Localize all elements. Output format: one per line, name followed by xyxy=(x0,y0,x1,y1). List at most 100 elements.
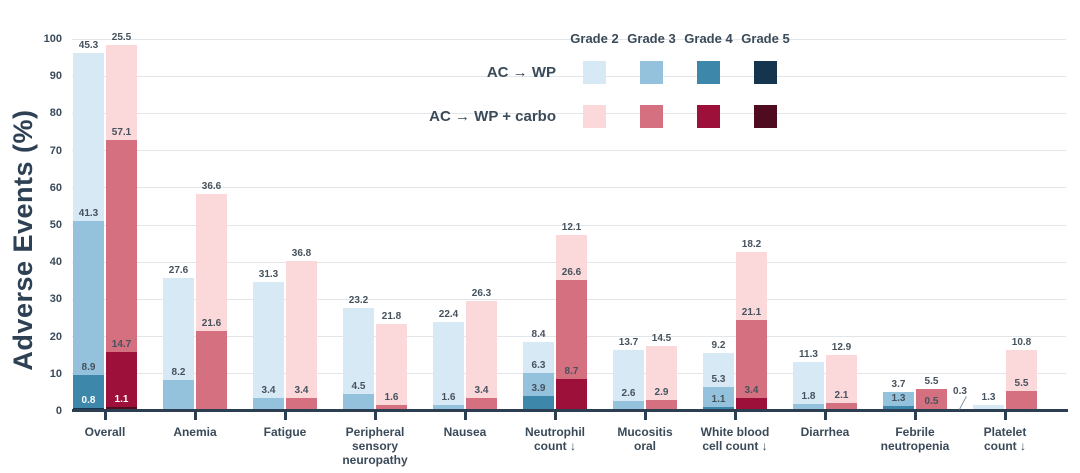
value-label-wp-cat7-g4: 1.1 xyxy=(711,393,726,405)
value-label-wp-cat10-g2: 1.3 xyxy=(981,392,996,404)
value-label-wp-cat7-g2: 9.2 xyxy=(711,339,726,351)
bar-segment-wp-cat1-g2 xyxy=(163,277,194,381)
bar-segment-wp-cat5-g3 xyxy=(523,373,554,397)
value-label-wp-cat0-g3: 41.3 xyxy=(78,208,99,220)
value-label-carbo-cat1-g3: 21.6 xyxy=(201,317,222,329)
bar-segment-wp-cat10-g2 xyxy=(973,405,1004,410)
value-label-wp-cat3-g3: 4.5 xyxy=(351,381,366,393)
value-label-carbo-cat9-g4: 0.5 xyxy=(924,396,939,408)
legend-arm-label-carbo: AC → WP + carbo xyxy=(429,107,556,125)
legend-swatch-wp-g5 xyxy=(754,60,777,84)
x-axis-category-label: White blood cell count ↓ xyxy=(700,425,770,453)
x-axis-category-label: Diarrhea xyxy=(800,425,850,439)
bar-segment-wp-cat8-g3 xyxy=(793,404,824,411)
value-label-carbo-cat9-g3: 5.5 xyxy=(924,375,939,387)
bar-segment-carbo-cat5-g4 xyxy=(556,378,587,411)
bar-segment-wp-cat2-g3 xyxy=(253,398,284,411)
bar-segment-carbo-cat1-g2 xyxy=(196,194,227,331)
bar-segment-wp-cat4-g3 xyxy=(433,405,464,411)
bar-segment-carbo-cat8-g2 xyxy=(826,355,857,404)
legend-swatch-cell xyxy=(566,94,623,138)
bar-segment-wp-cat2-g2 xyxy=(253,281,284,399)
x-axis-category-label: Platelet count ↓ xyxy=(983,425,1027,453)
y-axis-title: Adverse Events (%) xyxy=(8,109,38,371)
value-label-carbo-cat0-g2: 25.5 xyxy=(111,31,132,43)
legend-spacer xyxy=(418,28,566,50)
x-axis-tick xyxy=(103,411,107,420)
legend-swatch-cell xyxy=(680,94,737,138)
x-axis-tick xyxy=(373,411,377,420)
x-axis-tick xyxy=(463,411,467,420)
value-label-carbo-cat7-g3: 21.1 xyxy=(741,306,762,318)
value-label-carbo-cat8-g2: 12.9 xyxy=(831,342,852,354)
x-axis-tick xyxy=(193,411,197,420)
x-axis-category-label: Fatigue xyxy=(263,425,307,439)
bar-segment-carbo-cat10-g3 xyxy=(1006,390,1037,411)
legend-swatch-cell xyxy=(680,50,737,94)
bar-segment-wp-cat5-g4 xyxy=(523,396,554,411)
bar-segment-carbo-cat0-g4 xyxy=(106,352,137,407)
value-label-carbo-cat5-g2: 12.1 xyxy=(561,221,582,233)
legend: Grade 2 Grade 3 Grade 4 Grade 5 AC → WP AC → … xyxy=(418,28,794,138)
bar-segment-carbo-cat10-g2 xyxy=(1006,350,1037,391)
legend-swatch-carbo-g2 xyxy=(583,104,606,128)
value-label-wp-cat6-g2: 13.7 xyxy=(618,337,639,349)
value-label-carbo-cat7-g4: 3.4 xyxy=(744,385,759,397)
legend-swatch-wp-g4 xyxy=(697,60,720,84)
value-label-wp-cat5-g4: 3.9 xyxy=(531,383,546,395)
value-label-wp-cat5-g3: 6.3 xyxy=(531,360,546,372)
bar-segment-wp-cat3-g3 xyxy=(343,394,374,411)
value-label-wp-cat4-g2: 22.4 xyxy=(438,308,459,320)
bar-segment-carbo-cat2-g2 xyxy=(286,261,317,399)
legend-swatch-carbo-g4 xyxy=(697,104,720,128)
y-axis-tick-label: 90 xyxy=(49,70,62,83)
bar-segment-carbo-cat2-g3 xyxy=(286,398,317,411)
value-label-wp-cat2-g2: 31.3 xyxy=(258,268,279,280)
value-label-carbo-cat5-g3: 26.6 xyxy=(561,266,582,278)
y-axis-tick-label: 50 xyxy=(49,219,62,231)
x-axis-tick xyxy=(913,411,917,420)
bar-segment-wp-cat9-g4 xyxy=(883,406,914,411)
legend-swatch-cell xyxy=(623,50,680,94)
legend-grade-header-g5: Grade 5 xyxy=(741,31,790,46)
x-axis-tick xyxy=(823,411,827,420)
x-axis-category-label: Nausea xyxy=(443,425,487,439)
bar-segment-wp-cat6-g3 xyxy=(613,401,644,411)
y-axis-tick-label: 0 xyxy=(55,405,62,417)
value-label-wp-cat4-g3: 1.6 xyxy=(441,392,456,404)
bar-segment-wp-cat5-g2 xyxy=(523,341,554,374)
bar-segment-wp-cat0-g3 xyxy=(73,221,104,375)
value-label-wp-cat9-g3: 3.7 xyxy=(891,379,906,391)
value-label-carbo-cat4-g3: 3.4 xyxy=(474,385,489,397)
x-axis-category-label: Peripheral sensory neuropathy xyxy=(342,425,408,467)
gridline xyxy=(72,150,1066,152)
gridline xyxy=(72,75,1066,77)
value-label-carbo-cat0-g5: 1.1 xyxy=(114,393,129,405)
bar-segment-carbo-cat7-g3 xyxy=(736,319,767,399)
value-label-wp-cat5-g2: 8.4 xyxy=(531,328,546,340)
x-axis-category-label: Mucositis oral xyxy=(617,425,673,453)
legend-swatch-cell xyxy=(623,94,680,138)
bar-segment-carbo-cat5-g3 xyxy=(556,279,587,379)
value-label-carbo-cat6-g3: 2.9 xyxy=(654,387,669,399)
bar-segment-wp-cat0-g4 xyxy=(73,374,104,408)
bar-segment-carbo-cat9-g3 xyxy=(916,388,947,410)
value-label-wp-cat7-g3: 5.3 xyxy=(711,374,726,386)
legend-swatch-carbo-g5 xyxy=(754,104,777,128)
value-label-carbo-cat2-g2: 36.8 xyxy=(291,248,312,260)
legend-swatch-wp-g3 xyxy=(640,60,663,84)
y-axis-tick-label: 20 xyxy=(49,330,62,343)
bar-segment-wp-cat3-g2 xyxy=(343,307,374,395)
x-axis-category-label: Overall xyxy=(84,425,126,439)
legend-arm-label-wp: AC → WP xyxy=(486,63,556,81)
value-label-carbo-cat1-g2: 36.6 xyxy=(201,181,222,193)
bar-segment-carbo-cat0-g3 xyxy=(106,139,137,353)
value-label-carbo-cat3-g2: 21.8 xyxy=(381,310,402,322)
bar-segment-wp-cat9-g3 xyxy=(883,392,914,407)
bar-segment-carbo-cat1-g3 xyxy=(196,330,227,411)
gridline xyxy=(72,187,1066,189)
legend-swatch-cell xyxy=(566,50,623,94)
value-label-carbo-cat8-g3: 2.1 xyxy=(834,390,849,402)
x-axis-tick xyxy=(283,411,287,420)
value-label-wp-cat0-g4: 8.9 xyxy=(81,361,96,373)
